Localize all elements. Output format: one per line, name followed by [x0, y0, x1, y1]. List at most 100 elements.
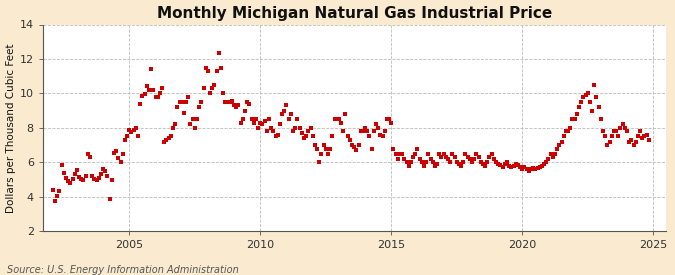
Point: [78, 178, 89, 183]
Point: [556, 139, 567, 144]
Point: [135, 101, 146, 106]
Point: [399, 157, 410, 161]
Point: [340, 112, 351, 116]
Point: [482, 160, 493, 164]
Point: [477, 162, 488, 166]
Point: [250, 117, 261, 122]
Point: [202, 69, 213, 73]
Point: [587, 108, 597, 113]
Point: [466, 160, 477, 164]
Point: [113, 156, 124, 160]
Point: [436, 155, 447, 159]
Point: [318, 143, 329, 147]
Point: [222, 100, 233, 104]
Point: [369, 129, 379, 133]
Point: [298, 136, 309, 140]
Point: [161, 138, 172, 142]
Point: [388, 146, 399, 151]
Point: [54, 188, 65, 193]
Point: [609, 129, 620, 133]
Point: [165, 134, 176, 139]
Point: [576, 100, 587, 104]
Point: [643, 138, 654, 142]
Point: [344, 138, 355, 142]
Point: [102, 174, 113, 178]
Point: [133, 134, 144, 139]
Point: [67, 177, 78, 181]
Point: [445, 160, 456, 164]
Point: [563, 129, 574, 133]
Point: [641, 133, 652, 137]
Point: [104, 197, 115, 202]
Point: [174, 100, 185, 104]
Point: [429, 164, 440, 168]
Point: [349, 145, 360, 149]
Point: [279, 108, 290, 113]
Point: [117, 152, 128, 156]
Point: [486, 152, 497, 156]
Point: [155, 91, 165, 96]
Point: [194, 105, 205, 109]
Point: [480, 164, 491, 168]
Point: [333, 117, 344, 122]
Point: [604, 139, 615, 144]
Point: [404, 164, 414, 168]
Point: [277, 112, 288, 116]
Point: [580, 93, 591, 97]
Point: [637, 136, 648, 140]
Point: [541, 160, 551, 164]
Point: [82, 152, 93, 156]
Point: [137, 94, 148, 98]
Point: [181, 100, 192, 104]
Point: [331, 117, 342, 122]
Point: [76, 177, 86, 182]
Point: [257, 122, 268, 127]
Title: Monthly Michigan Natural Gas Industrial Price: Monthly Michigan Natural Gas Industrial …: [157, 6, 552, 21]
Point: [454, 162, 464, 166]
Point: [185, 122, 196, 127]
Point: [462, 155, 473, 159]
Point: [390, 152, 401, 156]
Point: [510, 162, 521, 166]
Point: [353, 143, 364, 147]
Point: [172, 105, 183, 109]
Point: [620, 126, 630, 130]
Point: [537, 164, 547, 168]
Point: [284, 117, 294, 122]
Point: [528, 166, 539, 170]
Point: [122, 134, 132, 139]
Point: [364, 134, 375, 139]
Point: [626, 138, 637, 142]
Point: [84, 155, 95, 159]
Point: [63, 179, 74, 183]
Point: [153, 95, 163, 99]
Point: [98, 167, 109, 171]
Point: [233, 103, 244, 108]
Point: [379, 129, 390, 133]
Point: [506, 165, 517, 170]
Point: [87, 174, 98, 178]
Point: [240, 108, 250, 113]
Point: [574, 105, 585, 109]
Point: [303, 129, 314, 133]
Point: [314, 160, 325, 164]
Point: [475, 160, 486, 164]
Point: [469, 157, 480, 161]
Point: [61, 175, 72, 180]
Point: [273, 133, 284, 137]
Point: [252, 126, 263, 130]
Point: [613, 134, 624, 139]
Point: [443, 157, 454, 161]
Point: [447, 152, 458, 156]
Point: [549, 152, 560, 156]
Point: [408, 155, 418, 159]
Point: [543, 157, 554, 161]
Point: [495, 163, 506, 167]
Point: [418, 164, 429, 168]
Point: [301, 134, 312, 139]
Point: [551, 146, 562, 151]
Point: [425, 157, 436, 161]
Point: [261, 129, 272, 133]
Point: [351, 148, 362, 152]
Point: [545, 152, 556, 156]
